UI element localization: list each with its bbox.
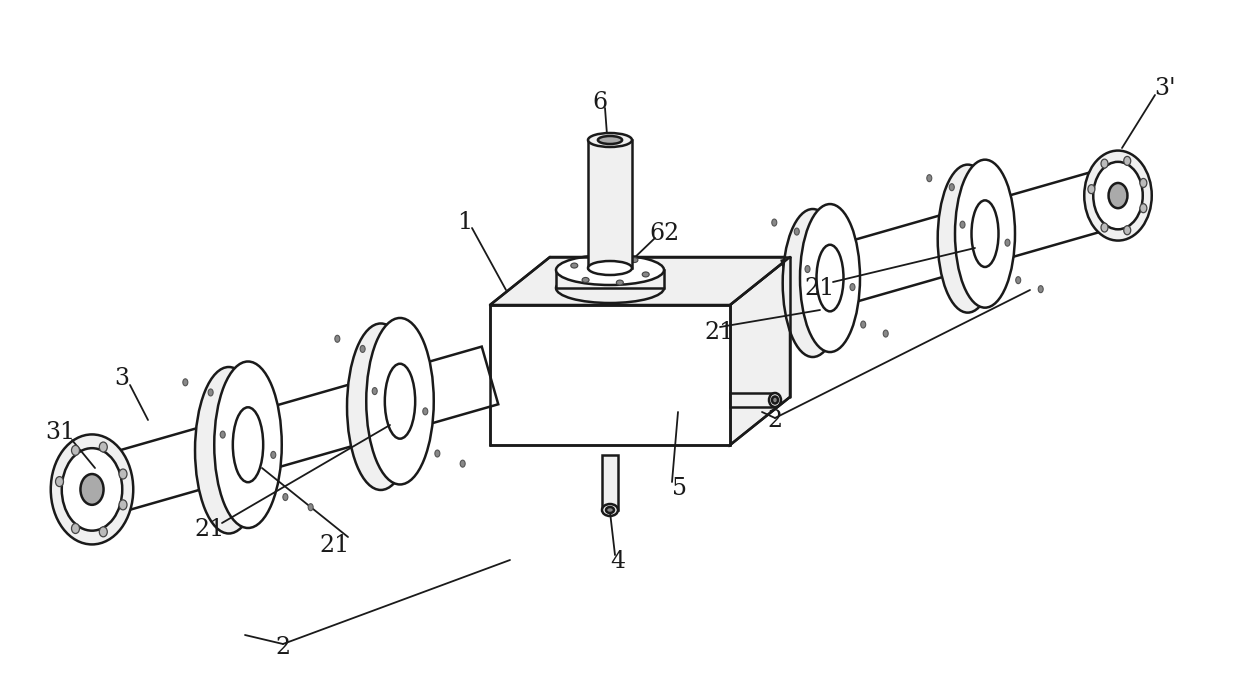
Ellipse shape [794,228,799,235]
Ellipse shape [183,379,188,386]
Ellipse shape [367,318,434,484]
Ellipse shape [949,184,954,191]
Ellipse shape [460,460,465,467]
Ellipse shape [1005,239,1010,246]
Ellipse shape [589,261,632,275]
Ellipse shape [195,367,263,533]
Ellipse shape [422,408,427,415]
Text: 4: 4 [611,550,626,574]
Ellipse shape [435,450,440,457]
Polygon shape [730,393,776,407]
Text: 21: 21 [320,533,351,557]
Polygon shape [602,455,618,510]
Ellipse shape [769,393,781,407]
Polygon shape [219,412,258,483]
Ellipse shape [861,321,866,328]
Ellipse shape [1101,223,1108,232]
Ellipse shape [385,364,415,439]
Ellipse shape [208,389,213,396]
Ellipse shape [817,245,844,312]
Text: 62: 62 [650,222,680,244]
Ellipse shape [589,133,632,147]
Ellipse shape [56,477,63,486]
Ellipse shape [119,500,128,510]
Ellipse shape [960,221,965,228]
Polygon shape [804,249,839,312]
Ellipse shape [1109,183,1127,208]
Text: 3': 3' [1155,76,1176,100]
Text: 21: 21 [705,321,735,343]
Ellipse shape [556,273,664,303]
Ellipse shape [642,272,649,277]
Polygon shape [782,166,1129,319]
Polygon shape [372,369,409,439]
Ellipse shape [783,209,843,357]
Polygon shape [489,257,790,305]
Ellipse shape [938,164,997,312]
Ellipse shape [772,396,778,403]
Text: 6: 6 [592,91,607,114]
Text: 2: 2 [275,636,291,660]
Ellipse shape [571,263,577,268]
Ellipse shape [1093,162,1142,229]
Ellipse shape [99,527,108,537]
Ellipse shape [556,255,664,285]
Ellipse shape [271,451,276,458]
Polygon shape [556,270,664,288]
Ellipse shape [582,277,589,283]
Ellipse shape [1140,204,1147,213]
Text: 21: 21 [805,277,835,299]
Ellipse shape [927,175,932,182]
Ellipse shape [971,200,999,267]
Ellipse shape [51,434,134,544]
Ellipse shape [772,219,777,226]
Ellipse shape [1124,156,1131,165]
Ellipse shape [282,493,287,501]
Text: 5: 5 [673,477,688,499]
Ellipse shape [805,266,810,272]
Ellipse shape [631,257,638,263]
Ellipse shape [597,255,603,260]
Ellipse shape [883,330,888,337]
Ellipse shape [347,323,415,490]
Ellipse shape [1084,151,1152,241]
Ellipse shape [1140,178,1147,187]
Ellipse shape [1088,184,1095,193]
Ellipse shape [99,442,108,452]
Text: 3: 3 [114,367,130,389]
Ellipse shape [372,387,377,395]
Ellipse shape [955,160,1015,308]
Ellipse shape [800,204,860,352]
Ellipse shape [72,445,79,455]
Ellipse shape [1101,159,1108,168]
Text: 2: 2 [767,409,783,431]
Text: 1: 1 [457,211,472,233]
Ellipse shape [62,448,123,530]
Polygon shape [730,257,790,445]
Ellipse shape [81,474,104,505]
Ellipse shape [72,524,79,533]
Text: 31: 31 [45,420,76,444]
Ellipse shape [309,504,313,510]
Polygon shape [959,205,994,268]
Ellipse shape [1124,226,1131,235]
Ellipse shape [1016,277,1021,283]
Ellipse shape [602,504,618,516]
Ellipse shape [616,280,623,285]
Polygon shape [82,347,498,519]
Ellipse shape [1038,286,1043,292]
Ellipse shape [361,345,366,352]
Ellipse shape [214,361,281,528]
Ellipse shape [233,407,263,482]
Polygon shape [489,305,730,445]
Ellipse shape [598,136,622,144]
Ellipse shape [850,283,855,290]
Ellipse shape [119,469,128,479]
Polygon shape [589,140,632,268]
Text: 21: 21 [195,519,225,541]
Ellipse shape [221,431,225,438]
Ellipse shape [335,335,339,342]
Ellipse shape [606,507,615,513]
